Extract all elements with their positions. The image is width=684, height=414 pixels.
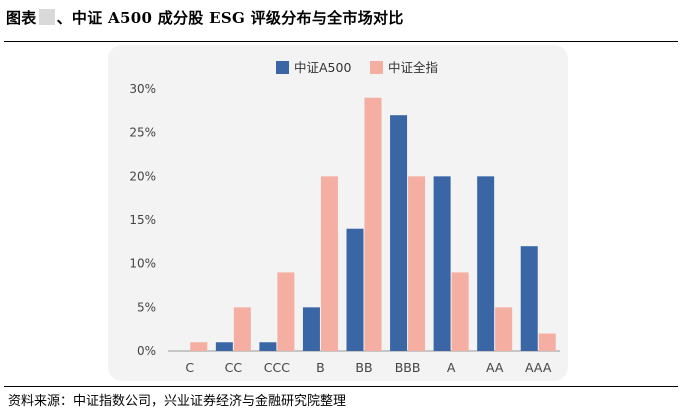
bar-csi-a500 (520, 246, 538, 351)
bar-csi-a500 (302, 307, 320, 351)
bar-csi-all-share (408, 176, 426, 351)
figure-title-main: 、中证 A500 成分股 ESG 评级分布与全市场对比 (56, 9, 404, 27)
bar-csi-all-share (495, 307, 513, 351)
y-tick-label: 30% (129, 82, 156, 96)
bar-csi-all-share (277, 272, 295, 351)
x-tick-label: BB (355, 360, 372, 375)
legend-swatch (276, 61, 289, 74)
redaction-mark (38, 9, 55, 25)
bar-csi-a500 (433, 176, 451, 351)
bar-csi-a500 (390, 115, 408, 351)
bar-csi-a500 (346, 228, 364, 351)
y-tick-label: 0% (137, 344, 156, 358)
bar-csi-a500 (259, 342, 277, 351)
x-tick-label: B (316, 360, 325, 375)
legend-label: 中证全指 (388, 60, 438, 75)
x-tick-label: CCC (264, 360, 290, 375)
bar-csi-all-share (320, 176, 338, 351)
bar-csi-all-share (233, 307, 251, 351)
x-tick-label: CC (225, 360, 243, 375)
y-tick-label: 20% (129, 169, 156, 183)
legend-swatch (370, 61, 383, 74)
x-tick-label: A (447, 360, 456, 375)
figure-title: 图表 、中证 A500 成分股 ESG 评级分布与全市场对比 (6, 7, 404, 28)
bar-csi-a500 (477, 176, 495, 351)
x-tick-label: C (185, 360, 194, 375)
legend-label: 中证A500 (294, 60, 351, 75)
source-note: 资料来源：中证指数公司，兴业证券经济与金融研究院整理 (8, 394, 347, 409)
bar-csi-a500 (215, 342, 233, 351)
x-tick-label: BBB (395, 360, 421, 375)
bar-csi-all-share (451, 272, 469, 351)
x-tick-label: AA (486, 360, 504, 375)
x-tick-label: AAA (525, 360, 552, 375)
bar-csi-all-share (364, 97, 382, 351)
y-tick-label: 10% (129, 257, 156, 271)
figure-title-prefix: 图表 (6, 9, 37, 27)
y-tick-label: 15% (129, 213, 156, 227)
y-tick-label: 25% (129, 126, 156, 140)
y-tick-label: 5% (137, 300, 156, 314)
source-rule (4, 386, 678, 387)
bar-csi-all-share (538, 333, 556, 351)
bar-csi-all-share (190, 342, 208, 351)
title-rule (4, 41, 678, 42)
